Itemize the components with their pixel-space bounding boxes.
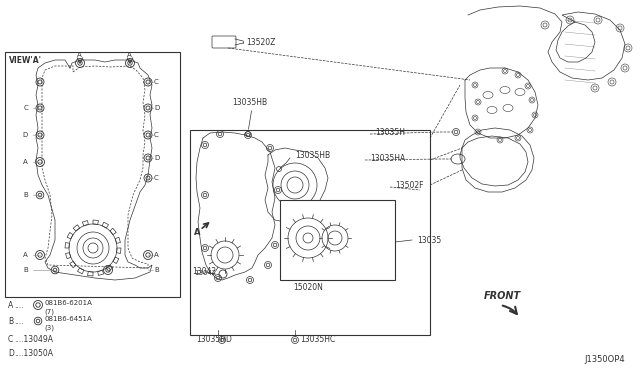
Text: C: C bbox=[154, 175, 159, 181]
Bar bbox=[280, 200, 395, 280]
Text: 13502F: 13502F bbox=[395, 180, 424, 189]
Text: 13035HB: 13035HB bbox=[232, 97, 267, 106]
Text: ....: .... bbox=[14, 317, 24, 326]
Text: 13035HC: 13035HC bbox=[300, 336, 335, 344]
Text: D: D bbox=[23, 132, 28, 138]
Text: D: D bbox=[8, 349, 14, 357]
Text: 13035HB: 13035HB bbox=[295, 151, 330, 160]
Text: B: B bbox=[154, 267, 159, 273]
Text: ....: .... bbox=[14, 301, 24, 310]
Text: C: C bbox=[23, 105, 28, 111]
Text: 15020N: 15020N bbox=[293, 283, 323, 292]
Text: 13042: 13042 bbox=[194, 270, 216, 276]
Text: B: B bbox=[8, 317, 13, 326]
Text: A: A bbox=[23, 159, 28, 165]
Text: 081B6-6201A: 081B6-6201A bbox=[44, 300, 92, 306]
Text: FRONT: FRONT bbox=[484, 291, 521, 301]
Text: (3): (3) bbox=[44, 325, 54, 331]
Text: 13520Z: 13520Z bbox=[246, 38, 275, 46]
Bar bbox=[190, 130, 430, 335]
Text: B: B bbox=[23, 267, 28, 273]
Text: C: C bbox=[8, 334, 13, 343]
Text: VIEW'A': VIEW'A' bbox=[9, 55, 42, 64]
Text: A: A bbox=[77, 52, 82, 58]
Text: 13035: 13035 bbox=[417, 235, 441, 244]
Text: B: B bbox=[23, 192, 28, 198]
Bar bbox=[5, 52, 180, 297]
Text: A: A bbox=[154, 252, 159, 258]
Text: A: A bbox=[8, 301, 13, 310]
Text: 13035HD: 13035HD bbox=[196, 336, 232, 344]
Text: ....13049A: ....13049A bbox=[14, 334, 53, 343]
Text: C: C bbox=[154, 79, 159, 85]
Text: C: C bbox=[154, 132, 159, 138]
Text: 13035H: 13035H bbox=[375, 128, 405, 137]
Text: D: D bbox=[154, 155, 159, 161]
Text: A: A bbox=[23, 252, 28, 258]
Text: A: A bbox=[127, 52, 132, 58]
Text: 081B6-6451A: 081B6-6451A bbox=[44, 316, 92, 322]
Text: ....13050A: ....13050A bbox=[14, 349, 53, 357]
Text: J1350OP4: J1350OP4 bbox=[584, 356, 625, 365]
Text: 13035HA: 13035HA bbox=[370, 154, 405, 163]
Text: 13042: 13042 bbox=[192, 267, 216, 276]
Text: (7): (7) bbox=[44, 309, 54, 315]
Text: D: D bbox=[154, 105, 159, 111]
Text: A: A bbox=[194, 228, 200, 237]
